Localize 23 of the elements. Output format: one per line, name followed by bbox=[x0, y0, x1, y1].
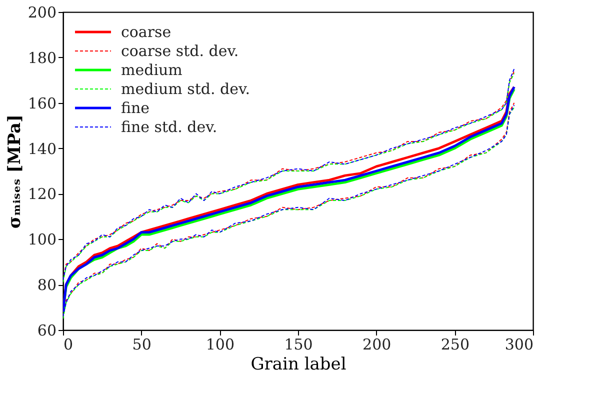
x-tick-label: 150 bbox=[284, 336, 313, 354]
legend-label: medium bbox=[121, 61, 182, 79]
y-tick-label: 200 bbox=[28, 4, 56, 22]
legend-label: fine std. dev. bbox=[121, 118, 218, 136]
x-tick-label: 250 bbox=[440, 336, 470, 354]
legend-label: coarse bbox=[121, 23, 172, 41]
y-tick-label: 140 bbox=[28, 140, 56, 158]
y-axis-title: σₘᵢₛₑₛ [MPa] bbox=[4, 114, 25, 229]
x-tick-label: 0 bbox=[64, 336, 74, 354]
y-tick-label: 80 bbox=[37, 276, 56, 294]
x-tick-label: 200 bbox=[362, 336, 392, 354]
legend-label: fine bbox=[121, 99, 150, 117]
y-tick-label: 180 bbox=[28, 48, 56, 67]
x-axis-title: Grain label bbox=[250, 354, 346, 374]
x-tick-label: 50 bbox=[132, 336, 152, 354]
legend-label: coarse std. dev. bbox=[121, 42, 239, 60]
y-tick-label: 120 bbox=[28, 185, 56, 204]
x-tick-label: 100 bbox=[206, 336, 234, 354]
y-tick-label: 160 bbox=[28, 94, 56, 112]
y-tick-label: 100 bbox=[28, 230, 56, 249]
legend-label: medium std. dev. bbox=[121, 80, 250, 98]
y-tick-label: 60 bbox=[37, 322, 56, 340]
x-tick-label: 300 bbox=[504, 336, 534, 354]
